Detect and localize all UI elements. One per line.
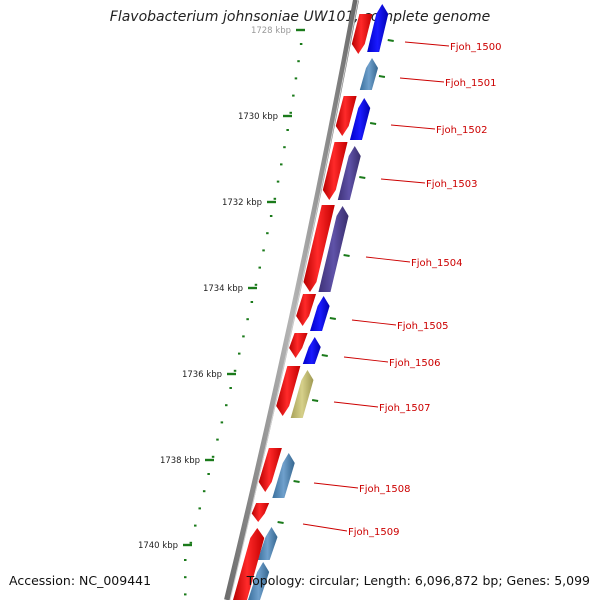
- feature-tick: [359, 176, 366, 179]
- cds-feature-fjoh_1503: [322, 142, 348, 200]
- gene-label: Fjoh_1500: [450, 42, 501, 53]
- feature-tick: [387, 39, 394, 42]
- backbone-highlight: [229, 0, 359, 600]
- cds-feature-fjoh_1507: [276, 366, 301, 416]
- cds-feature-trailing: [233, 528, 265, 600]
- accession-text: Accession: NC_009441: [9, 573, 152, 588]
- ruler-label: 1740 kbp: [138, 541, 178, 551]
- label-leader-line: [351, 319, 397, 326]
- feature-tick: [378, 75, 386, 78]
- gene-label: Fjoh_1508: [359, 484, 410, 495]
- cds-feature-fjoh_1500: [351, 14, 373, 54]
- ruler-label: 1730 kbp: [238, 112, 278, 122]
- gene-label: Fjoh_1507: [379, 403, 430, 414]
- feature-tick: [293, 480, 300, 483]
- cog-feature-fjoh_1503: [337, 146, 361, 200]
- summary-text: Topology: circular; Length: 6,096,872 bp…: [246, 573, 590, 588]
- backbone-line: [224, 0, 359, 600]
- cog-feature-fjoh_1500: [367, 4, 389, 52]
- cds-feature-fjoh_1505: [296, 294, 317, 326]
- ruler-label: 1738 kbp: [160, 456, 200, 466]
- label-leader-line: [313, 482, 359, 489]
- label-leader-line: [399, 77, 445, 83]
- ruler-label: 1728 kbp: [251, 26, 291, 36]
- feature-tick: [277, 521, 284, 524]
- label-leader-line: [333, 401, 379, 408]
- gene-label: Fjoh_1502: [436, 125, 487, 136]
- cds-feature-fjoh_1504: [303, 205, 335, 292]
- ruler-label: 1736 kbp: [182, 370, 222, 380]
- label-leader-line: [302, 523, 348, 532]
- feature-tick: [311, 399, 319, 402]
- cog-feature-fjoh_1504: [318, 206, 349, 292]
- cog-feature-fjoh_1508: [272, 453, 295, 498]
- cog-feature-fjoh_1501: [359, 58, 379, 90]
- gene-label: Fjoh_1509: [348, 527, 399, 538]
- feature-tick: [321, 354, 328, 357]
- label-leader-line: [380, 178, 426, 184]
- gene-labels: Fjoh_1500 Fjoh_1501 Fjoh_1502 Fjoh_1503 Fjoh…: [302, 41, 501, 538]
- cds-feature-fjoh_1509: [251, 503, 270, 522]
- backbone: [224, 0, 359, 600]
- label-leader-line: [343, 356, 389, 363]
- label-leader-line: [365, 256, 411, 263]
- feature-tick: [369, 122, 377, 125]
- gene-label: Fjoh_1506: [389, 358, 440, 369]
- gene-label: Fjoh_1501: [445, 78, 496, 89]
- cog-feature-fjoh_1507: [290, 370, 314, 418]
- label-leader-line: [404, 41, 450, 47]
- gene-label: Fjoh_1503: [426, 179, 477, 190]
- gene-label: Fjoh_1505: [397, 321, 448, 332]
- ruler: 1728 kbp 1730 kbp 1732 kbp 1734 kbp 1736 kbp…: [138, 26, 305, 596]
- feature-tick: [329, 317, 337, 320]
- label-leader-line: [390, 124, 436, 130]
- ruler-label: 1732 kbp: [222, 198, 262, 208]
- genes: [233, 4, 394, 600]
- cds-feature-fjoh_1506: [289, 333, 308, 358]
- cog-feature-fjoh_1509: [257, 527, 278, 560]
- cds-feature-fjoh_1508: [258, 448, 282, 492]
- gene-label: Fjoh_1504: [411, 258, 462, 269]
- cog-feature-fjoh_1505: [310, 296, 330, 331]
- map-title: Flavobacterium johnsoniae UW101, complet…: [109, 9, 491, 25]
- cog-feature-fjoh_1502: [349, 98, 371, 140]
- ruler-label: 1734 kbp: [203, 284, 243, 294]
- cds-feature-fjoh_1502: [335, 96, 357, 136]
- feature-tick: [343, 254, 350, 257]
- cog-feature-fjoh_1506: [302, 337, 321, 364]
- cog-feature-trailing: [248, 562, 270, 600]
